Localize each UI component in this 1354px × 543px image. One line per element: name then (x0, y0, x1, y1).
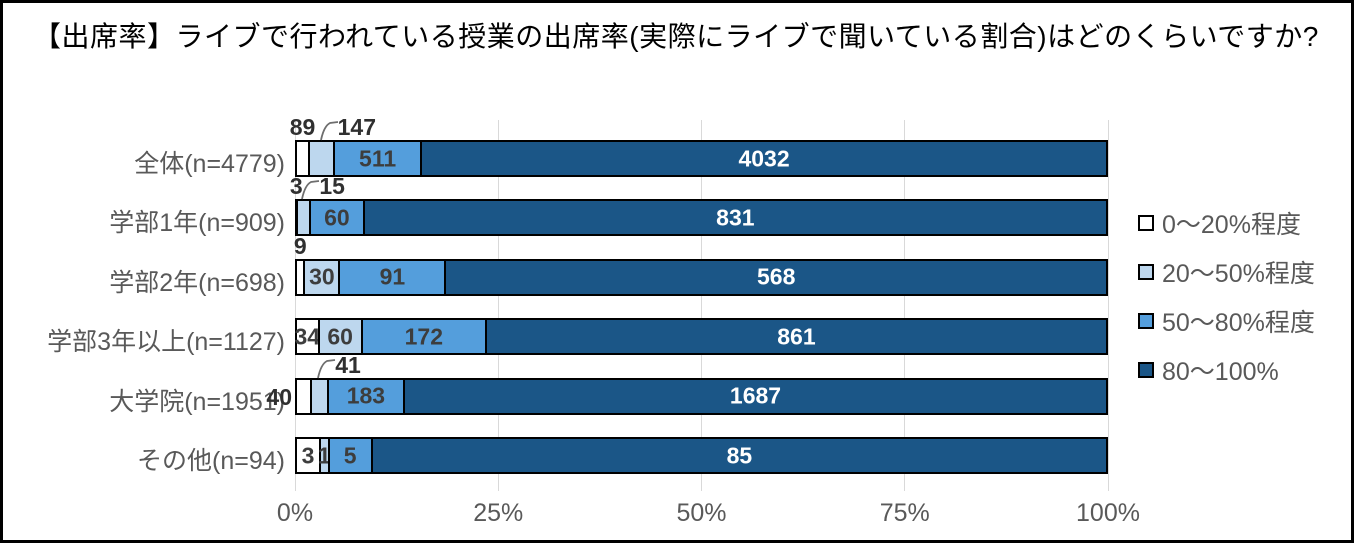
bar-row: 183 1687 (295, 377, 1108, 415)
callout-leader-line (301, 180, 320, 200)
bar-segment-50〜80%程度: 60 (309, 199, 365, 237)
category-label: 学部2年(n=698) (109, 268, 285, 297)
bar-segment-20〜50%程度 (308, 140, 336, 177)
segment-value-label: 91 (379, 263, 406, 290)
legend-item: 20〜50%程度 (1138, 257, 1315, 288)
bar-segment-50〜80%程度: 511 (333, 140, 423, 177)
bar-segment-50〜80%程度: 91 (338, 258, 447, 296)
bar-segment-50〜80%程度: 183 (326, 377, 405, 415)
segment-value-label: 1687 (729, 382, 782, 409)
segment-value-label: 40 (266, 383, 292, 410)
bar-segment-20〜50%程度: 60 (317, 318, 363, 356)
segment-value-label: 9 (293, 232, 307, 259)
x-axis-tick-label: 50% (676, 499, 727, 527)
x-axis-tick-label: 0% (276, 499, 314, 527)
segment-value-label: 1 (317, 442, 331, 468)
segment-value-label: 831 (716, 204, 755, 231)
gridline (497, 120, 499, 491)
legend-label: 20〜50%程度 (1162, 260, 1315, 288)
gridline (904, 120, 906, 491)
bar-segment-80〜100%: 85 (370, 437, 1108, 474)
bar-segment-80〜100%: 568 (444, 258, 1108, 296)
legend-swatch (1138, 362, 1154, 378)
segment-value-label: 85 (726, 442, 753, 468)
legend-label: 80〜100% (1162, 358, 1279, 386)
segment-value-label: 89 (289, 114, 316, 140)
legend-swatch (1138, 313, 1154, 329)
segment-value-label: 511 (359, 145, 397, 171)
chart-title: 【出席率】ライブで行われている授業の出席率(実際にライブで聞いている割合)はどの… (33, 21, 1319, 52)
bar-row: 30 91 568 (295, 258, 1108, 296)
gridline (701, 120, 702, 491)
category-label: 全体(n=4779) (134, 150, 285, 178)
bar-segment-0〜20%程度: 34 (294, 318, 321, 356)
bar-segment-0〜20%程度: 3 (295, 437, 321, 474)
gridline (1107, 120, 1109, 491)
callout-label: 147 (337, 114, 377, 140)
legend-swatch (1138, 215, 1154, 231)
legend-item: 0〜20%程度 (1138, 208, 1301, 239)
callout-label: 41 (335, 351, 361, 378)
bar-row: 3 1 5 85 (295, 437, 1108, 474)
bar-segment-80〜100%: 861 (484, 318, 1108, 356)
callout-leader-line (317, 358, 336, 378)
stacked-bar-chart: 0% 25% 50% 75% 100% 全体(n=4779) 511 4032 89 147 学部1… (3, 3, 1351, 540)
x-axis-tick-label: 100% (1076, 499, 1140, 527)
segment-value-label: 4032 (738, 145, 790, 171)
segment-value-label: 30 (309, 263, 335, 290)
category-label: その他(n=94) (137, 447, 285, 475)
bar-segment-80〜100%: 4032 (420, 140, 1108, 177)
segment-value-label: 60 (324, 204, 350, 231)
bar-segment-50〜80%程度: 172 (360, 318, 487, 356)
category-label: 大学院(n=1951) (109, 387, 285, 416)
x-axis-tick-label: 75% (879, 499, 930, 527)
category-label: 学部3年以上(n=1127) (47, 328, 285, 357)
segment-value-label: 34 (294, 323, 321, 350)
bar-row: 34 60 172 861 (294, 318, 1108, 356)
legend-swatch (1138, 264, 1154, 280)
segment-value-label: 183 (346, 382, 386, 409)
segment-value-label: 172 (404, 323, 444, 350)
category-label: 学部1年(n=909) (109, 209, 285, 238)
bar-segment-50〜80%程度: 5 (327, 437, 373, 474)
gridline (294, 120, 296, 491)
legend-label: 50〜80%程度 (1162, 309, 1315, 337)
bar-row: 511 4032 (295, 140, 1108, 177)
bar-segment-20〜50%程度: 30 (303, 258, 341, 296)
bar-segment-80〜100%: 831 (362, 199, 1108, 237)
callout-label: 15 (319, 173, 345, 200)
legend-item: 50〜80%程度 (1138, 306, 1315, 337)
x-axis-tick-label: 25% (473, 499, 524, 527)
segment-value-label: 3 (289, 173, 303, 200)
segment-value-label: 568 (757, 263, 796, 290)
bar-row: 60 831 (295, 199, 1108, 237)
segment-value-label: 861 (777, 323, 816, 350)
callout-leader-line (319, 121, 338, 141)
segment-value-label: 3 (301, 442, 315, 468)
bar-segment-80〜100%: 1687 (403, 377, 1108, 415)
legend-item: 80〜100% (1138, 355, 1279, 386)
segment-value-label: 60 (327, 323, 353, 350)
legend-label: 0〜20%程度 (1162, 211, 1301, 239)
segment-value-label: 5 (343, 442, 357, 468)
